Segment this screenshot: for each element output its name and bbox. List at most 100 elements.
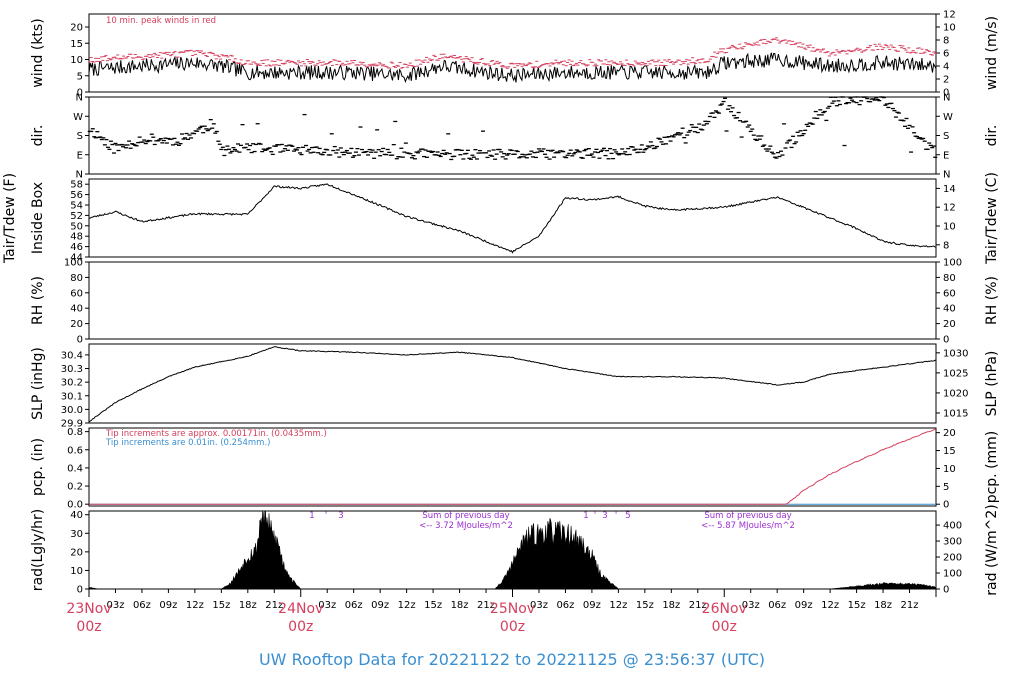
wind-ytick-label: 0	[77, 88, 83, 99]
slp-ytick-right-label: 1025	[943, 368, 968, 379]
slp-ytick-label: 30.1	[61, 391, 83, 402]
rh-ytick-right-label: 0	[943, 335, 949, 346]
slp-ytick-right-label: 1015	[943, 408, 968, 419]
pcp-ytick-label: 0.4	[67, 463, 83, 474]
wind-panel: 0 5 10 15 20 0 2 4 6 8 10 12 wind (kts) wind (m/s)	[30, 10, 1000, 99]
temp-ytick-label: 44	[70, 253, 83, 264]
wind-ytick-label: 5	[77, 71, 83, 82]
rad-ylabel: rad(Lgly/hr)	[30, 509, 46, 591]
pcp-frame	[88, 427, 937, 507]
annotations: 10 min. peak winds in red Tip increments…	[105, 16, 795, 531]
wind-peaks	[88, 37, 937, 69]
rh-ytick-right-label: 40	[943, 304, 956, 315]
pcp-ytick-right-label: 0	[943, 500, 949, 511]
rh-frame	[88, 261, 937, 340]
rad-ylabel-right: rad (W/m^2)	[984, 504, 1000, 595]
day-label-date: 23Nov	[66, 601, 111, 617]
time-tick-label: 12z	[186, 600, 204, 611]
rad-ytick-right-label: 400	[943, 521, 962, 532]
pcp-ytick-label: 0.6	[67, 445, 83, 456]
dir-ytick-right-label: S	[943, 131, 949, 142]
time-tick-label: 09z	[371, 600, 389, 611]
slp-ylabel-right: SLP (hPa)	[984, 351, 1000, 417]
temp-ytick-right-label: 12	[943, 203, 956, 214]
dir-ytick-label: N	[76, 170, 83, 181]
dir-ylabel-right: dir.	[984, 125, 1000, 147]
rad-tick-1: 1	[309, 511, 314, 521]
time-tick-label: 15z	[424, 600, 442, 611]
day-label-hour: 00z	[712, 619, 737, 635]
day-label-date: 26Nov	[702, 601, 747, 617]
time-tick-label: 09z	[159, 600, 177, 611]
time-tick-label: 06z	[556, 600, 574, 611]
temp-ylabel-outer: Tair/Tdew (F)	[2, 173, 18, 264]
slp-ylabel: SLP (inHg)	[30, 347, 46, 420]
rad-ytick-right-label: 200	[943, 553, 962, 564]
rad-tick-7: '	[615, 511, 617, 521]
rad-ytick-label: 30	[70, 529, 83, 540]
rad-sum-2-line1: Sum of previous day	[704, 511, 791, 521]
temp-ytick-label: 48	[70, 232, 83, 243]
wind-ytick-right-label: 2	[943, 75, 949, 86]
time-tick-label: 18z	[451, 600, 469, 611]
rad-sum-1-line2: <-- 3.72 MJoules/m^2	[419, 521, 513, 531]
dir-frame	[88, 96, 937, 175]
temp-ytick-right-label: 10	[943, 221, 956, 232]
temp-line	[88, 183, 937, 254]
pcp-note-red: Tip increments are approx. 0.00171in. (0…	[105, 429, 327, 439]
wind-ytick-right-label: 6	[943, 49, 949, 60]
rh-ytick-right-label: 100	[943, 258, 962, 269]
pcp-ytick-right-label: 5	[943, 482, 949, 493]
temp-ytick-label: 50	[70, 221, 83, 232]
dir-ytick-right-label: E	[943, 150, 949, 161]
pcp-panel: 0.0 0.2 0.4 0.6 0.8 0 5 10 15 20 pcp. (in) pcp. (mm…	[30, 427, 1000, 511]
slp-ytick-label: 30.2	[61, 378, 83, 389]
rad-tick-6: 3	[602, 511, 607, 521]
wind-ytick-right-label: 12	[943, 10, 956, 21]
day-label-hour: 00z	[76, 619, 101, 635]
rh-ytick-label: 40	[70, 304, 83, 315]
time-tick-label: 06z	[133, 600, 151, 611]
dir-ytick-label: W	[73, 112, 83, 123]
wind-ytick-label: 20	[70, 23, 83, 34]
time-tick-label: 03z	[530, 600, 548, 611]
wind-ytick-right-label: 8	[943, 36, 949, 47]
rh-ytick-label: 80	[70, 273, 83, 284]
time-tick-label: 21z	[477, 600, 495, 611]
dir-ytick-right-label: N	[943, 170, 950, 181]
pcp-ytick-label: 0.2	[67, 482, 83, 493]
wind-ytick-right-label: 4	[943, 62, 949, 73]
temp-ylabel: Inside Box	[30, 182, 46, 254]
temp-ytick-right-label: 14	[943, 184, 956, 195]
wind-ylabel: wind (kts)	[30, 18, 46, 87]
slp-ytick-label: 29.9	[61, 419, 83, 430]
rad-ytick-label: 40	[70, 510, 83, 521]
rad-ytick-right-label: 300	[943, 537, 962, 548]
rad-ytick-label: 0	[77, 585, 83, 596]
time-tick-label: 03z	[106, 600, 124, 611]
rh-ytick-label: 60	[70, 288, 83, 299]
time-tick-label: 03z	[318, 600, 336, 611]
rad-ytick-right-label: 100	[943, 569, 962, 580]
rad-ytick-label: 20	[70, 547, 83, 558]
slp-ytick-label: 30.0	[61, 405, 83, 416]
dir-ytick-label: S	[77, 131, 83, 142]
pcp-ylabel-right: pcp. (mm)	[984, 431, 1000, 504]
temp-ylabel-right: Tair/Tdew (C)	[984, 172, 1000, 265]
rad-tick-8: 5	[625, 511, 630, 521]
time-tick-label: 15z	[212, 600, 230, 611]
wind-ytick-right-label: 0	[943, 88, 949, 99]
rad-tick-2: '	[325, 511, 327, 521]
rh-ytick-right-label: 60	[943, 288, 956, 299]
pcp-ytick-right-label: 10	[943, 464, 956, 475]
dir-ytick-right-label: N	[943, 93, 950, 104]
dir-ytick-right-label: W	[943, 112, 953, 123]
wind-ytick-label: 15	[70, 39, 83, 50]
pcp-ytick-label: 0.8	[67, 427, 83, 438]
time-tick-label: 15z	[848, 600, 866, 611]
temp-ytick-label: 52	[70, 211, 83, 222]
time-tick-label: 21z	[689, 600, 707, 611]
temp-ytick-label: 46	[70, 242, 83, 253]
